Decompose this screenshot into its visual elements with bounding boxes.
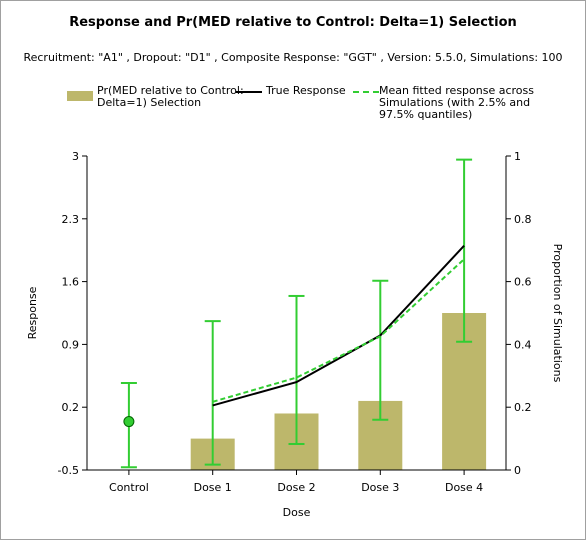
y-right-tick-label-3: 0.6 (514, 276, 532, 289)
legend-swatch-bars (67, 91, 93, 101)
y-left-tick-label-2: 0.9 (62, 338, 80, 351)
x-tick-label-2: Dose 2 (277, 481, 315, 494)
legend-label-mean-fitted: Mean fitted response across Simulations … (379, 84, 534, 121)
true-response-line (212, 245, 465, 407)
x-tick-label-1: Dose 1 (194, 481, 232, 494)
y-left-tick-label-3: 1.6 (62, 276, 80, 289)
y-right-tick-label-4: 0.8 (514, 213, 532, 226)
x-tick-label-4: Dose 4 (445, 481, 483, 494)
y-axis-right-title: Proportion of Simulations (551, 244, 564, 383)
control-mean-marker (123, 416, 135, 428)
legend-swatch-mean-fitted (353, 91, 379, 93)
y-right-tick-label-0: 0 (514, 464, 521, 477)
y-left-tick-label-4: 2.3 (62, 213, 80, 226)
y-axis-left-title: Response (26, 286, 39, 339)
legend-swatch-true-response (236, 91, 262, 93)
y-left-tick-label-0: -0.5 (58, 464, 79, 477)
x-axis-title: Dose (283, 506, 311, 519)
mean-fitted-line (212, 258, 465, 403)
y-right-tick-label-1: 0.2 (514, 401, 532, 414)
x-tick-label-3: Dose 3 (361, 481, 399, 494)
chart-title: Response and Pr(MED relative to Control:… (69, 15, 517, 30)
y-right-tick-label-5: 1 (514, 150, 521, 163)
y-left-tick-label-1: 0.2 (62, 401, 80, 414)
legend-label-bars: Pr(MED relative to Control: Delta=1) Sel… (97, 84, 244, 109)
x-tick-label-0: Control (109, 481, 149, 494)
legend-label-true-response: True Response (266, 84, 346, 97)
chart-subtitle: Recruitment: "A1" , Dropout: "D1" , Comp… (23, 51, 563, 64)
y-left-tick-label-5: 3 (72, 150, 79, 163)
y-right-tick-label-2: 0.4 (514, 338, 532, 351)
